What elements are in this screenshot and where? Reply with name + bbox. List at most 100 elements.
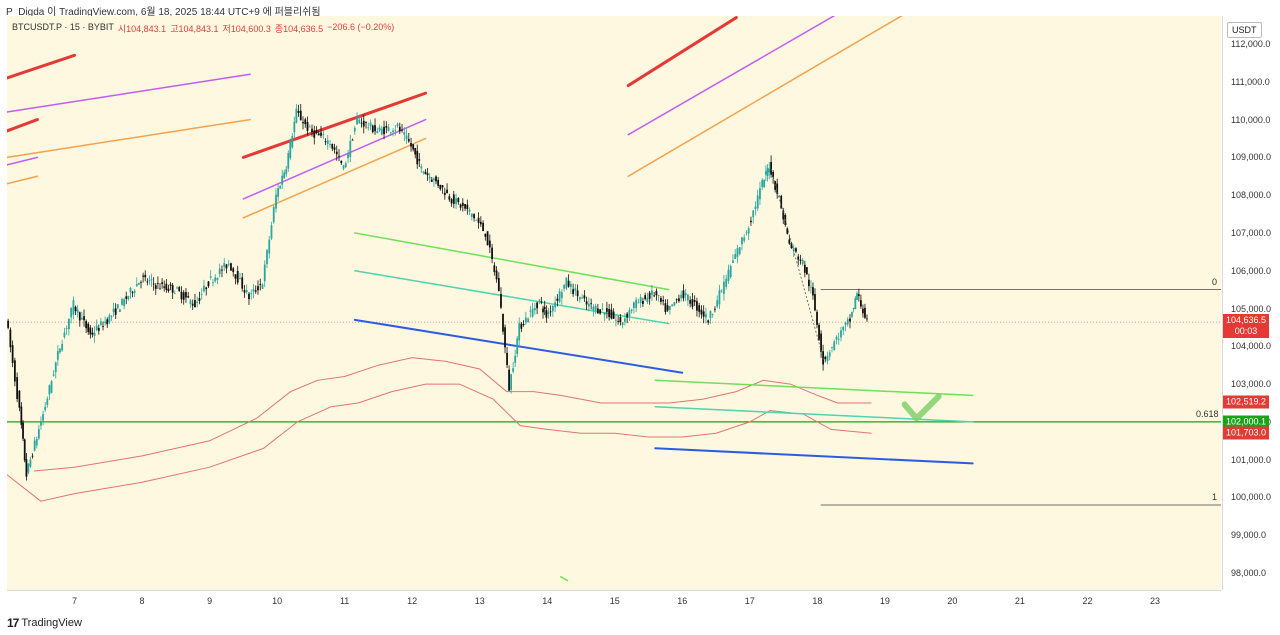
candle-body bbox=[504, 327, 506, 348]
candle-body bbox=[754, 206, 757, 209]
candle-body bbox=[824, 356, 827, 360]
candle-body bbox=[367, 127, 370, 129]
trendline-blue-0 bbox=[353, 318, 684, 374]
symbol-label[interactable]: BTCUSDT.P · 15 · BYBIT bbox=[12, 22, 114, 32]
candle-body bbox=[696, 301, 698, 311]
candle-body bbox=[59, 348, 61, 353]
currency-unit-button[interactable]: USDT bbox=[1227, 22, 1262, 38]
candle-body bbox=[464, 203, 466, 209]
candle-body bbox=[790, 243, 793, 249]
candle-body bbox=[108, 315, 111, 323]
candle-body bbox=[287, 153, 290, 169]
candle-body bbox=[131, 292, 134, 294]
candle-body bbox=[493, 265, 496, 273]
candle-body bbox=[137, 282, 140, 285]
candle-body bbox=[185, 292, 187, 298]
candle-body bbox=[189, 300, 192, 304]
candle-body bbox=[547, 312, 550, 314]
candle-body bbox=[104, 321, 107, 324]
candle-body bbox=[383, 126, 385, 135]
candle-body bbox=[756, 195, 759, 209]
candle-body bbox=[358, 119, 361, 124]
high-value: 고104,843.1 bbox=[170, 24, 219, 34]
candle-body bbox=[653, 295, 656, 297]
candle-body bbox=[422, 171, 425, 173]
candle-body bbox=[275, 194, 277, 209]
candle-body bbox=[601, 308, 604, 310]
candle-body bbox=[171, 285, 174, 293]
candle-body bbox=[578, 296, 581, 300]
candle-body bbox=[279, 186, 282, 189]
time-tick-label: 17 bbox=[744, 596, 755, 606]
candle-body bbox=[455, 198, 457, 205]
candle-body bbox=[816, 311, 818, 325]
candle-body bbox=[416, 151, 419, 165]
candle-body bbox=[761, 180, 764, 188]
trendline-red-3 bbox=[626, 16, 738, 88]
candle-body bbox=[360, 122, 363, 124]
candle-body bbox=[592, 306, 595, 311]
candle-body bbox=[608, 308, 611, 318]
candle-body bbox=[497, 278, 500, 292]
candle-body bbox=[252, 289, 255, 292]
candle-body bbox=[437, 180, 440, 186]
candle-body bbox=[129, 287, 132, 293]
price-tick-label: 108,000.0 bbox=[1231, 190, 1272, 201]
trendline-violet-3 bbox=[627, 16, 836, 136]
candle-body bbox=[549, 311, 552, 313]
time-tick-label: 23 bbox=[1149, 596, 1161, 606]
candle-body bbox=[812, 287, 814, 296]
fib-level-label: 0 bbox=[1212, 276, 1218, 287]
chart-area[interactable] bbox=[7, 16, 1221, 590]
candle-body bbox=[194, 300, 196, 308]
candle-body bbox=[52, 374, 55, 376]
candle-body bbox=[410, 143, 412, 147]
candle-body bbox=[461, 202, 464, 206]
candle-body bbox=[344, 163, 347, 168]
candle-body bbox=[63, 332, 66, 338]
candle-body bbox=[574, 288, 577, 291]
candle-body bbox=[590, 303, 593, 305]
candle-body bbox=[392, 130, 394, 132]
candle-body bbox=[533, 308, 536, 311]
candle-body bbox=[835, 336, 838, 340]
candle-body bbox=[723, 281, 725, 294]
candle-body bbox=[167, 288, 170, 292]
candle-body bbox=[198, 298, 201, 301]
candle-body bbox=[289, 140, 292, 159]
price-badge-value: 102,000.1 bbox=[1225, 416, 1267, 427]
candle-body bbox=[644, 295, 647, 300]
candle-body bbox=[29, 459, 32, 467]
footer-branding[interactable]: 17 TradingView bbox=[7, 614, 82, 632]
trendline-green-0 bbox=[354, 232, 670, 291]
candle-body bbox=[770, 161, 772, 175]
price-badge: 101,703.0 bbox=[1223, 426, 1269, 440]
candle-body bbox=[576, 290, 579, 297]
candle-body bbox=[65, 328, 68, 329]
candle-body bbox=[510, 374, 513, 390]
candle-body bbox=[860, 300, 862, 307]
candle-body bbox=[569, 283, 572, 288]
candle-body bbox=[263, 264, 266, 282]
candle-body bbox=[473, 214, 475, 219]
candle-body bbox=[621, 322, 624, 326]
candle-body bbox=[261, 284, 264, 289]
candle-body bbox=[718, 290, 721, 305]
candle-body bbox=[18, 390, 21, 408]
candle-body bbox=[628, 310, 631, 317]
candle-body bbox=[500, 293, 502, 308]
candle-body bbox=[95, 325, 98, 330]
candle-body bbox=[857, 294, 860, 297]
candle-body bbox=[669, 306, 671, 310]
time-tick-label: 15 bbox=[609, 596, 620, 606]
candle-body bbox=[632, 302, 635, 308]
price-axis[interactable] bbox=[1222, 16, 1280, 590]
candle-body bbox=[227, 263, 230, 265]
candle-body bbox=[583, 295, 586, 299]
candle-body bbox=[772, 171, 775, 178]
candle-body bbox=[418, 159, 421, 161]
candle-body bbox=[520, 323, 523, 329]
candle-body bbox=[862, 308, 864, 314]
time-tick-label: 21 bbox=[1014, 596, 1025, 606]
time-axis[interactable] bbox=[7, 590, 1221, 613]
